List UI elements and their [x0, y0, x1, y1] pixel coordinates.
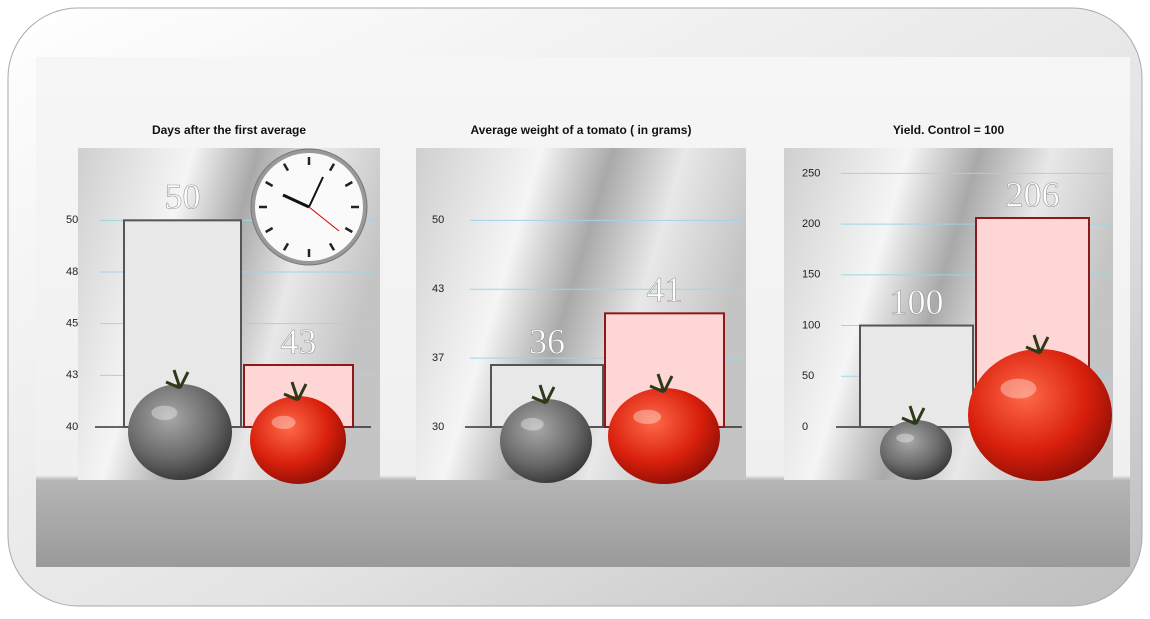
clock-hand	[308, 176, 324, 208]
tomato-stem	[901, 405, 926, 426]
value-label: 50	[165, 177, 201, 217]
tomato	[968, 349, 1112, 481]
tomato-stem	[1025, 334, 1050, 355]
value-label: 100	[890, 282, 944, 322]
tomato-highlight	[151, 405, 178, 420]
clock-tick	[282, 163, 290, 172]
tomato-stem	[283, 381, 308, 402]
tomato	[500, 399, 592, 483]
value-label: 206	[1006, 174, 1060, 214]
y-tick-label: 50	[802, 370, 814, 382]
clock-tick	[344, 226, 353, 234]
tomato-highlight	[520, 417, 544, 431]
bar	[859, 324, 974, 428]
tomato-stem	[649, 373, 674, 394]
tomato-highlight	[1000, 378, 1037, 399]
chart-title: Days after the first average	[152, 123, 306, 137]
y-tick-label: 40	[66, 421, 78, 433]
y-tick-label: 50	[66, 214, 78, 226]
y-tick-label: 37	[432, 352, 444, 364]
tomato-highlight	[271, 415, 296, 429]
y-tick-label: 200	[802, 218, 820, 230]
clock-hand	[282, 193, 310, 209]
tomato-stem	[165, 369, 190, 390]
tomato	[880, 420, 952, 480]
tomato-highlight	[896, 433, 915, 443]
clock-tick	[265, 180, 274, 188]
clock-tick	[265, 226, 274, 234]
clock-tick	[328, 242, 336, 251]
charts: Days after the first average 40 43 45 48 50 50…	[66, 123, 1113, 484]
tomato	[250, 396, 346, 484]
value-label: 43	[281, 321, 317, 361]
value-label: 36	[529, 321, 565, 361]
y-tick-label: 0	[802, 421, 808, 433]
y-tick-label: 43	[66, 369, 78, 381]
tomato	[608, 388, 720, 484]
y-tick-label: 150	[802, 269, 820, 281]
clock-tick	[344, 180, 353, 188]
y-tick-label: 48	[66, 266, 78, 278]
tomato	[128, 384, 232, 480]
y-tick-label: 45	[66, 318, 78, 330]
y-tick-label: 250	[802, 167, 820, 179]
y-tick-label: 43	[432, 283, 444, 295]
tomato-stem	[531, 384, 556, 405]
clock-second	[308, 206, 340, 232]
clock-tick	[282, 242, 290, 251]
y-tick-label: 30	[432, 421, 444, 433]
chart-title: Yield. Control = 100	[893, 123, 1005, 137]
y-tick-label: 50	[432, 214, 444, 226]
value-label: 41	[647, 270, 683, 310]
y-tick-label: 100	[802, 319, 820, 331]
tomato-highlight	[633, 409, 662, 424]
clock-tick	[328, 163, 336, 172]
chart-title: Average weight of a tomato ( in grams)	[471, 123, 692, 137]
